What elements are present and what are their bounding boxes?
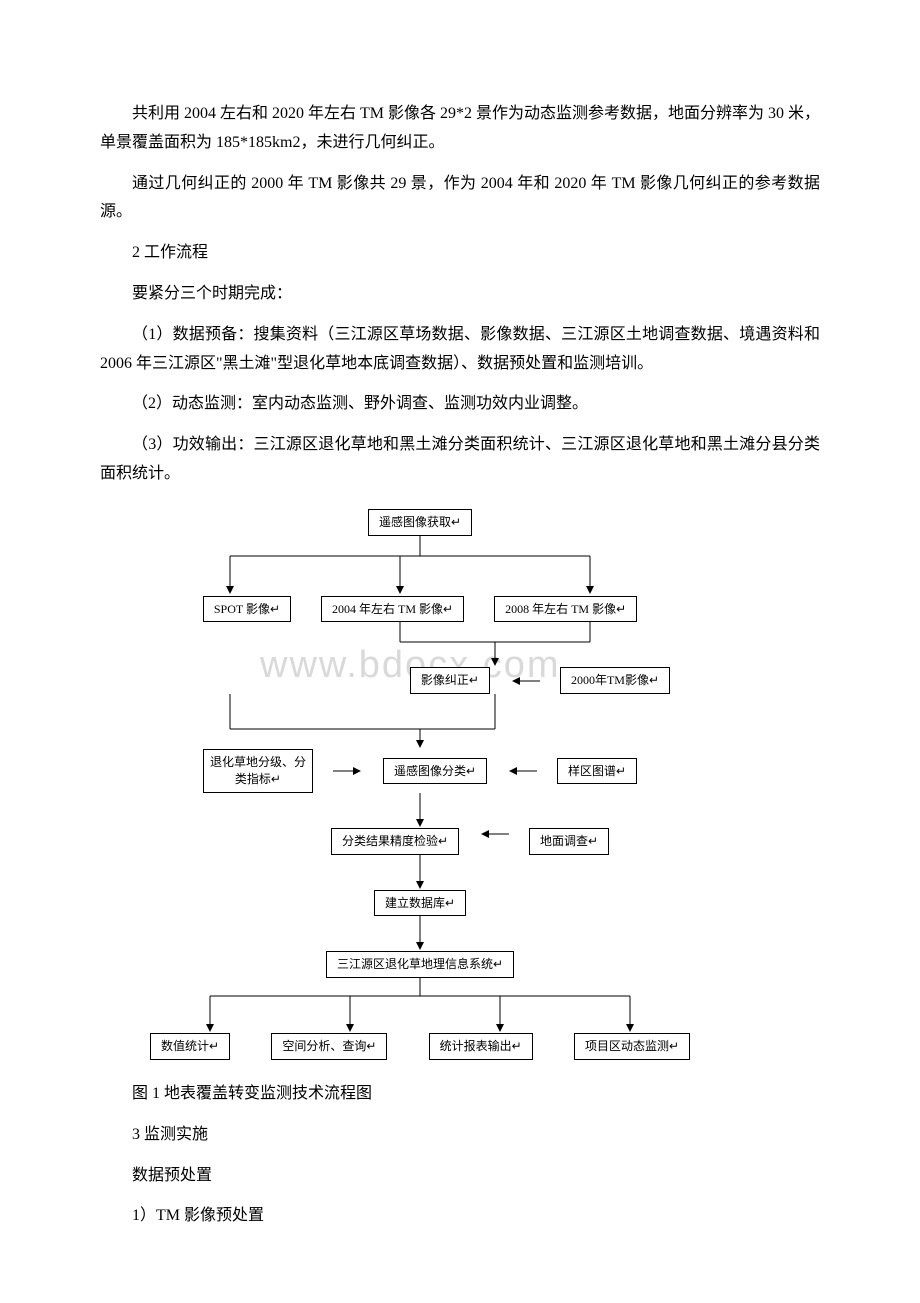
heading-tm-preprocess: 1）TM 影像预处置 xyxy=(100,1202,820,1231)
node-spatial-query: 空间分析、查询↵ xyxy=(271,1033,387,1060)
node-dynamic-monitor: 项目区动态监测↵ xyxy=(574,1033,690,1060)
node-2008-tm: 2008 年左右 TM 影像↵ xyxy=(494,596,637,623)
heading-preprocess: 数据预处置 xyxy=(100,1162,820,1191)
node-remote-sensing-acquire: 遥感图像获取↵ xyxy=(368,509,472,536)
node-accuracy-check: 分类结果精度检验↵ xyxy=(331,828,459,855)
node-image-classification: 遥感图像分类↵ xyxy=(383,758,487,785)
node-numeric-stats: 数值统计↵ xyxy=(150,1033,230,1060)
paragraph-4: 要紧分三个时期完成： xyxy=(100,280,820,309)
paragraph-7: （3）功效输出：三江源区退化草地和黑土滩分类面积统计、三江源区退化草地和黑土滩分… xyxy=(100,431,820,489)
node-gis-system: 三江源区退化草地理信息系统↵ xyxy=(326,951,514,978)
node-image-correction: 影像纠正↵ xyxy=(410,667,490,694)
paragraph-2: 通过几何纠正的 2000 年 TM 影像共 29 景，作为 2004 年和 20… xyxy=(100,170,820,228)
paragraph-5: （1）数据预备：搜集资料（三江源区草场数据、影像数据、三江源区土地调查数据、境遇… xyxy=(100,321,820,379)
node-report-output: 统计报表输出↵ xyxy=(429,1033,533,1060)
heading-monitoring: 3 监测实施 xyxy=(100,1121,820,1150)
flowchart: www.bdocx.com 遥感图像获取↵ SPOT 影像↵ 2004 年左右 … xyxy=(140,509,700,1060)
paragraph-1: 共利用 2004 左右和 2020 年左右 TM 影像各 29*2 景作为动态监… xyxy=(100,100,820,158)
node-2000-tm: 2000年TM影像↵ xyxy=(560,667,670,694)
node-sample-map: 样区图谱↵ xyxy=(557,758,637,785)
node-2004-tm: 2004 年左右 TM 影像↵ xyxy=(321,596,464,623)
heading-workflow: 2 工作流程 xyxy=(100,239,820,268)
figure-caption: 图 1 地表覆盖转变监测技术流程图 xyxy=(100,1080,820,1109)
node-ground-survey: 地面调查↵ xyxy=(529,828,609,855)
node-classification-index: 退化草地分级、分类指标↵ xyxy=(203,749,313,793)
paragraph-6: （2）动态监测：室内动态监测、野外调查、监测功效内业调整。 xyxy=(100,390,820,419)
node-build-database: 建立数据库↵ xyxy=(374,890,466,917)
node-spot-image: SPOT 影像↵ xyxy=(203,596,291,623)
